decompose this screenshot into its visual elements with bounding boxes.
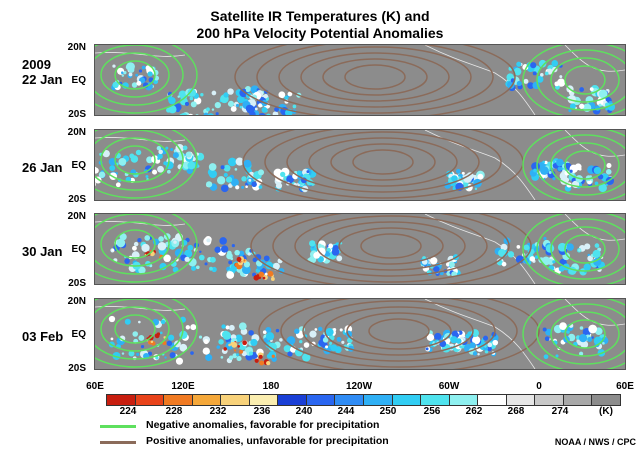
colorbar-tick-label: 274 <box>551 406 569 417</box>
colorbar-swatch <box>191 394 222 406</box>
colorbar-swatch <box>505 394 536 406</box>
colorbar-tick-label: 244 <box>337 406 355 417</box>
colorbar-swatch <box>106 394 136 406</box>
map-panel-26jan <box>94 129 626 201</box>
date-label-30jan: 30 Jan <box>22 244 63 259</box>
map-panel-03feb <box>94 298 626 370</box>
lat-label-eq-panel-3: EQ <box>71 244 86 255</box>
figure-title-line-2: 200 hPa Velocity Potential Anomalies <box>196 25 444 41</box>
colorbar-tick-label: 224 <box>119 406 137 417</box>
figure-title-line-1: Satellite IR Temperatures (K) and <box>210 8 430 24</box>
date-label-03feb: 03 Feb <box>22 329 64 344</box>
colorbar-swatch <box>448 394 479 406</box>
lon-label-180: 180 <box>262 381 280 392</box>
colorbar-tick-label: 268 <box>507 406 525 417</box>
credit-label: NOAA / NWS / CPC <box>554 437 636 447</box>
colorbar-swatch <box>334 394 364 406</box>
colorbar-tick-label: 250 <box>379 406 397 417</box>
colorbar-tick-label: (K) <box>599 406 613 417</box>
lon-label-60e-left: 60E <box>86 381 104 392</box>
colorbar-tick-label: 256 <box>423 406 441 417</box>
negative-anomaly-legend-label: Negative anomalies, favorable for precip… <box>146 419 380 431</box>
lat-label-20n-panel-2: 20N <box>67 127 86 138</box>
lon-label-120e: 120E <box>171 381 195 392</box>
map-graphic <box>95 299 625 369</box>
colorbar-swatch <box>305 394 336 406</box>
lat-label-20s-panel-3: 20S <box>68 278 86 289</box>
colorbar-swatch <box>562 394 593 406</box>
map-panel-22jan <box>94 44 626 116</box>
date-label-22jan: 22 Jan <box>22 72 63 87</box>
lat-label-20n-panel-3: 20N <box>67 211 86 222</box>
positive-anomaly-legend-line <box>100 441 136 444</box>
colorbar-swatch <box>163 394 193 406</box>
lat-label-eq-panel-2: EQ <box>71 160 86 171</box>
colorbar-swatch <box>391 394 422 406</box>
map-graphic <box>95 130 625 200</box>
colorbar-tick-label: 228 <box>165 406 183 417</box>
lat-label-20s-panel-4: 20S <box>68 363 86 374</box>
colorbar-swatch <box>591 394 621 406</box>
colorbar-tick-label: 262 <box>465 406 483 417</box>
lon-label-0: 0 <box>536 381 542 392</box>
colorbar-swatch <box>363 394 393 406</box>
date-label-26jan: 26 Jan <box>22 160 63 175</box>
colorbar-swatch <box>420 394 450 406</box>
lon-label-120w: 120W <box>345 381 373 392</box>
colorbar-swatch <box>277 394 307 406</box>
map-panel-30jan <box>94 213 626 285</box>
lat-label-20s-panel-1: 20S <box>68 109 86 120</box>
map-graphic <box>95 45 625 115</box>
colorbar-tick-label: 232 <box>209 406 227 417</box>
year-label: 2009 <box>22 57 51 72</box>
map-graphic <box>95 214 625 284</box>
lat-label-20n-panel-1: 20N <box>67 42 86 53</box>
colorbar-swatch <box>134 394 165 406</box>
colorbar-tick-label: 240 <box>295 406 313 417</box>
colorbar-swatch <box>477 394 507 406</box>
colorbar-swatch <box>534 394 564 406</box>
lon-label-60e-right: 60E <box>616 381 634 392</box>
negative-anomaly-legend-line <box>100 425 136 428</box>
colorbar-swatch <box>248 394 279 406</box>
lat-label-20s-panel-2: 20S <box>68 194 86 205</box>
positive-anomaly-legend-label: Positive anomalies, unfavorable for prec… <box>146 435 389 447</box>
colorbar-tick-label: 236 <box>253 406 271 417</box>
lon-label-60w: 60W <box>438 381 460 392</box>
lat-label-eq-panel-1: EQ <box>71 75 86 86</box>
colorbar-swatch <box>220 394 250 406</box>
lat-label-eq-panel-4: EQ <box>71 329 86 340</box>
lat-label-20n-panel-4: 20N <box>67 296 86 307</box>
